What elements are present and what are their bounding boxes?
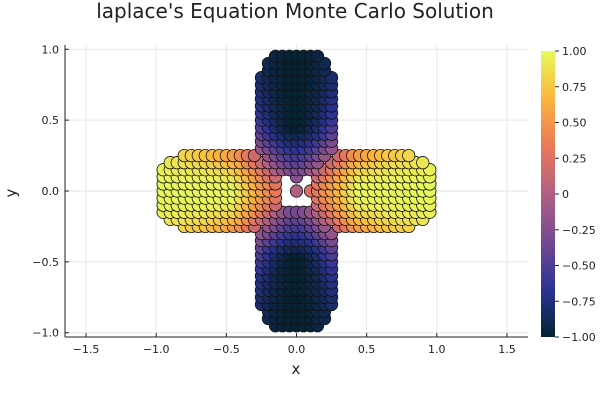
x-tick-label: −0.5 <box>213 343 240 356</box>
y-tick-label: −0.5 <box>32 256 59 269</box>
y-tick-label: 1.0 <box>42 43 60 56</box>
colorbar-tick-label: 0.75 <box>562 81 587 94</box>
y-tick-label: 0.0 <box>42 185 60 198</box>
colorbar-tick-label: 1.00 <box>562 45 587 58</box>
colorbar-gradient <box>541 51 555 337</box>
x-tick-label: −1.0 <box>143 343 170 356</box>
colorbar-tick-label: −1.00 <box>562 331 596 344</box>
colorbar-tick-label: 0 <box>562 188 569 201</box>
x-tick-label: −1.5 <box>73 343 100 356</box>
x-tick-label: 1.0 <box>428 343 446 356</box>
colorbar-tick-label: −0.50 <box>562 260 596 273</box>
colorbar-tick-label: 0.50 <box>562 117 587 130</box>
scatter-point <box>289 184 304 198</box>
scatter-points <box>156 49 437 333</box>
chart-title: laplace's Equation Monte Carlo Solution <box>96 0 494 23</box>
x-tick-label: 1.5 <box>498 343 516 356</box>
colorbar-tick-labels: −1.00 −0.75 −0.50 −0.25 0 0.25 0.50 0.75 1.00 <box>555 45 596 344</box>
y-tick-labels: −1.0 −0.5 0.0 0.5 1.0 <box>32 43 59 339</box>
y-axis-label: y <box>2 188 20 197</box>
y-tick-label: 0.5 <box>42 114 60 127</box>
axes <box>64 45 528 338</box>
colorbar-tick-label: −0.75 <box>562 295 596 308</box>
colorbar-tick-label: −0.25 <box>562 224 596 237</box>
scatter-point <box>310 49 325 63</box>
scatter-point <box>416 156 430 170</box>
x-tick-label: 0.0 <box>288 343 306 356</box>
x-tick-label: 0.5 <box>358 343 376 356</box>
colorbar: −1.00 −0.75 −0.50 −0.25 0 0.25 0.50 0.75 1.00 <box>541 45 596 344</box>
y-tick-label: −1.0 <box>32 327 59 340</box>
colorbar-tick-label: 0.25 <box>562 152 587 165</box>
x-tick-labels: −1.5 −1.0 −0.5 0.0 0.5 1.0 1.5 <box>73 343 516 356</box>
x-axis-label: x <box>292 360 301 378</box>
scatter-point <box>402 148 416 163</box>
